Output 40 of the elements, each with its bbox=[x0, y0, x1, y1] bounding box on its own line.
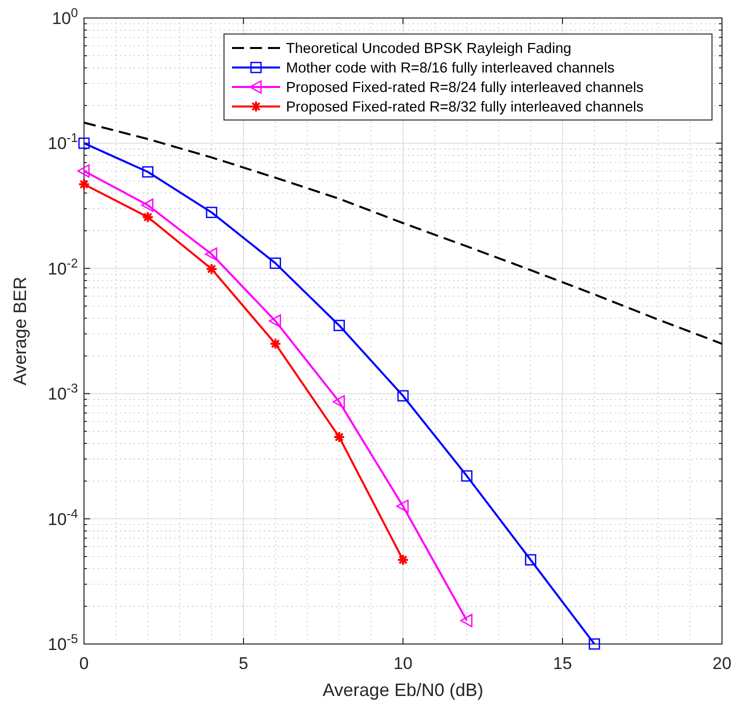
point bbox=[206, 206, 218, 218]
point bbox=[268, 314, 282, 328]
point bbox=[460, 614, 472, 628]
point bbox=[332, 395, 345, 408]
point bbox=[206, 262, 218, 275]
x-tick-label: 20 bbox=[712, 654, 732, 673]
x-tick-label: 0 bbox=[79, 654, 89, 673]
legend-label: Proposed Fixed-rated R=8/32 fully interleaved channels bbox=[286, 100, 644, 116]
point bbox=[397, 554, 409, 566]
point bbox=[524, 554, 536, 566]
x-tick-label: 5 bbox=[238, 654, 248, 673]
point bbox=[270, 258, 282, 269]
point bbox=[396, 500, 409, 513]
point bbox=[461, 470, 472, 482]
point bbox=[78, 138, 90, 149]
point bbox=[77, 164, 90, 178]
legend-label: Proposed Fixed-rated R=8/24 fully interleaved channels bbox=[286, 80, 644, 96]
point bbox=[141, 198, 154, 212]
point bbox=[334, 320, 345, 332]
y-tick-label: 10$^{-2}$ bbox=[48, 254, 78, 278]
y-tick-label: 10$^{-5}$ bbox=[48, 630, 78, 654]
x-axis-title: Average Eb/N0 (dB) bbox=[322, 680, 484, 700]
point bbox=[333, 431, 346, 444]
point bbox=[269, 338, 282, 350]
y-axis-title: Average BER bbox=[10, 276, 30, 386]
point bbox=[142, 211, 154, 224]
point bbox=[78, 178, 90, 190]
point bbox=[204, 247, 218, 261]
y-tick-label: 10$^{-1}$ bbox=[48, 130, 78, 154]
point bbox=[397, 390, 409, 402]
y-tick-label: 10$^{-4}$ bbox=[48, 505, 78, 529]
legend-label: Theoretical Uncoded BPSK Rayleigh Fading bbox=[286, 41, 572, 57]
point bbox=[142, 166, 154, 178]
x-tick-label: 15 bbox=[553, 654, 572, 673]
line-series bbox=[83, 122, 723, 345]
y-tick-label: 10$^{-3}$ bbox=[48, 380, 78, 404]
point bbox=[588, 638, 600, 650]
legend-label: Mother code with R=8/16 fully interleaved channels bbox=[286, 60, 614, 76]
y-tick-label: 10$^{0}$ bbox=[52, 4, 78, 28]
x-tick-label: 10 bbox=[394, 654, 412, 673]
